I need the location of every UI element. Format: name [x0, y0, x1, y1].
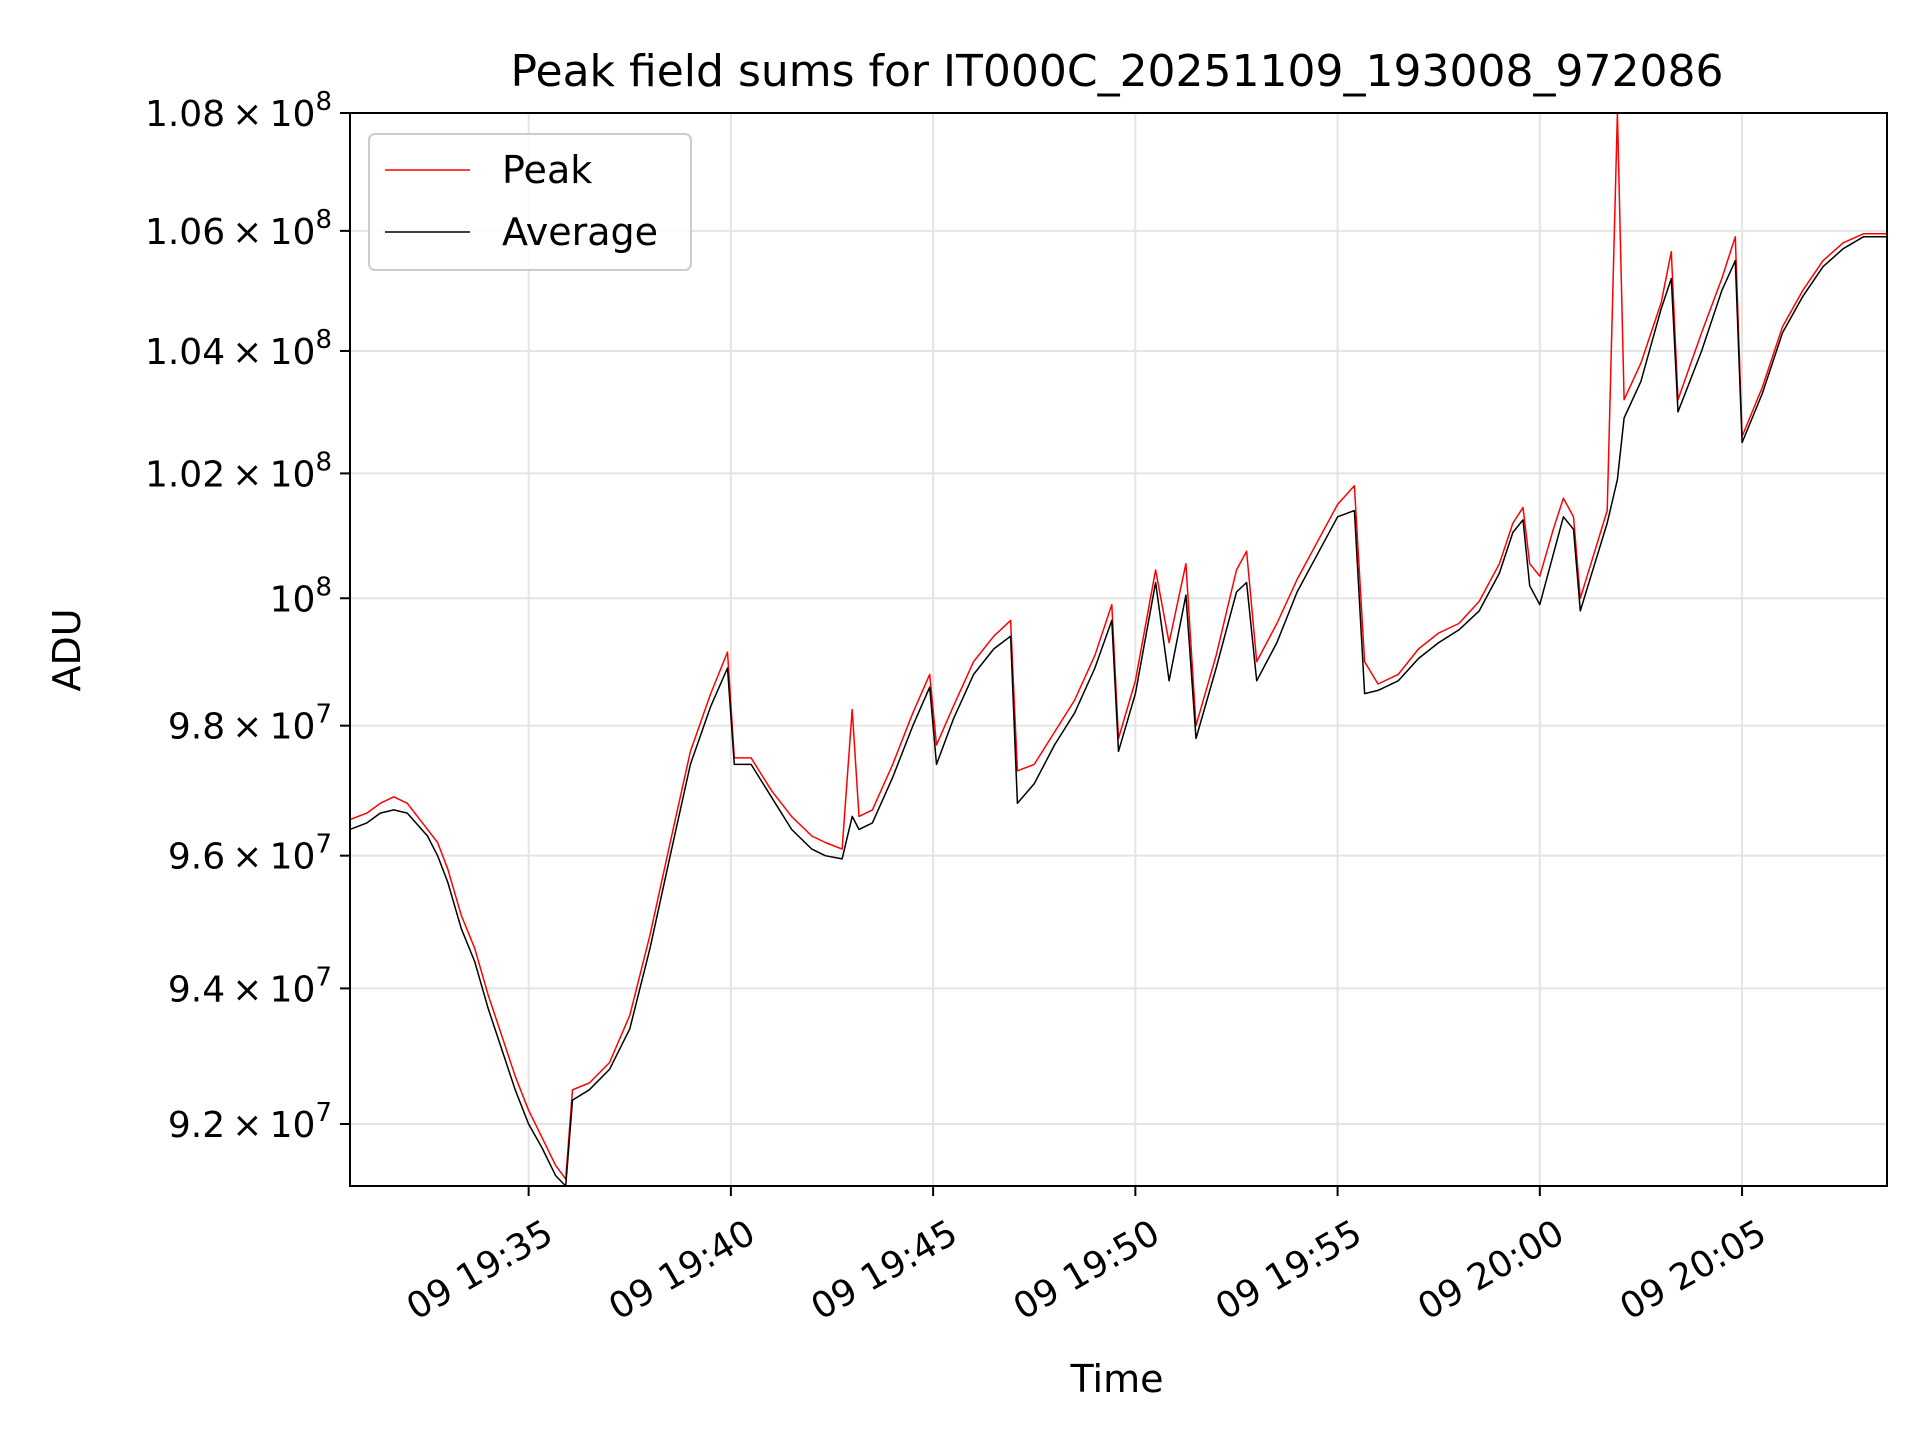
y-axis-label: ADU: [45, 608, 89, 691]
y-tick-mantissa: 9.8 × 10: [168, 707, 316, 748]
y-tick-label: 1.02 × 108: [145, 447, 332, 495]
y-tick-mantissa: 9.6 × 10: [168, 837, 316, 878]
y-tick-exponent: 8: [315, 447, 332, 477]
y-tick-mantissa: 1.06 × 10: [145, 212, 316, 253]
y-tick-exponent: 7: [315, 1098, 332, 1128]
legend: Peak Average: [368, 133, 692, 271]
y-tick-exponent: 8: [315, 325, 332, 355]
y-tick-exponent: 7: [315, 830, 332, 860]
y-tick-label: 1.08 × 108: [145, 87, 332, 135]
y-tick-label: 9.6 × 107: [168, 830, 332, 878]
series-lines: [350, 112, 1887, 1187]
legend-box: [368, 133, 692, 271]
chart-title: Peak field sums for IT000C_20251109_1930…: [511, 46, 1724, 97]
y-tick-label: 108: [270, 572, 332, 620]
y-tick-mantissa: 1.04 × 10: [145, 332, 316, 373]
y-tick-label: 9.8 × 107: [168, 700, 332, 748]
legend-label-peak: Peak: [502, 148, 592, 192]
y-tick-mantissa: 1.02 × 10: [145, 454, 316, 495]
y-tick-exponent: 8: [315, 572, 332, 602]
y-tick-label: 1.04 × 108: [145, 325, 332, 373]
y-tick-exponent: 8: [315, 87, 332, 117]
x-axis-label: Time: [1070, 1357, 1164, 1401]
y-tick-exponent: 8: [315, 205, 332, 235]
legend-label-average: Average: [502, 210, 658, 254]
y-tick-mantissa: 1.08 × 10: [145, 94, 316, 135]
y-tick-exponent: 7: [315, 962, 332, 992]
y-tick-mantissa: 10: [270, 579, 316, 620]
series-line-average: [350, 236, 1887, 1187]
y-tick-mantissa: 9.4 × 10: [168, 969, 316, 1010]
y-tick-label: 1.06 × 108: [145, 205, 332, 253]
y-tick-label: 9.2 × 107: [168, 1098, 332, 1146]
plot-frame: [349, 112, 1888, 1187]
y-tick-mantissa: 9.2 × 10: [168, 1105, 316, 1146]
y-tick-exponent: 7: [315, 700, 332, 730]
y-tick-label: 9.4 × 107: [168, 962, 332, 1010]
